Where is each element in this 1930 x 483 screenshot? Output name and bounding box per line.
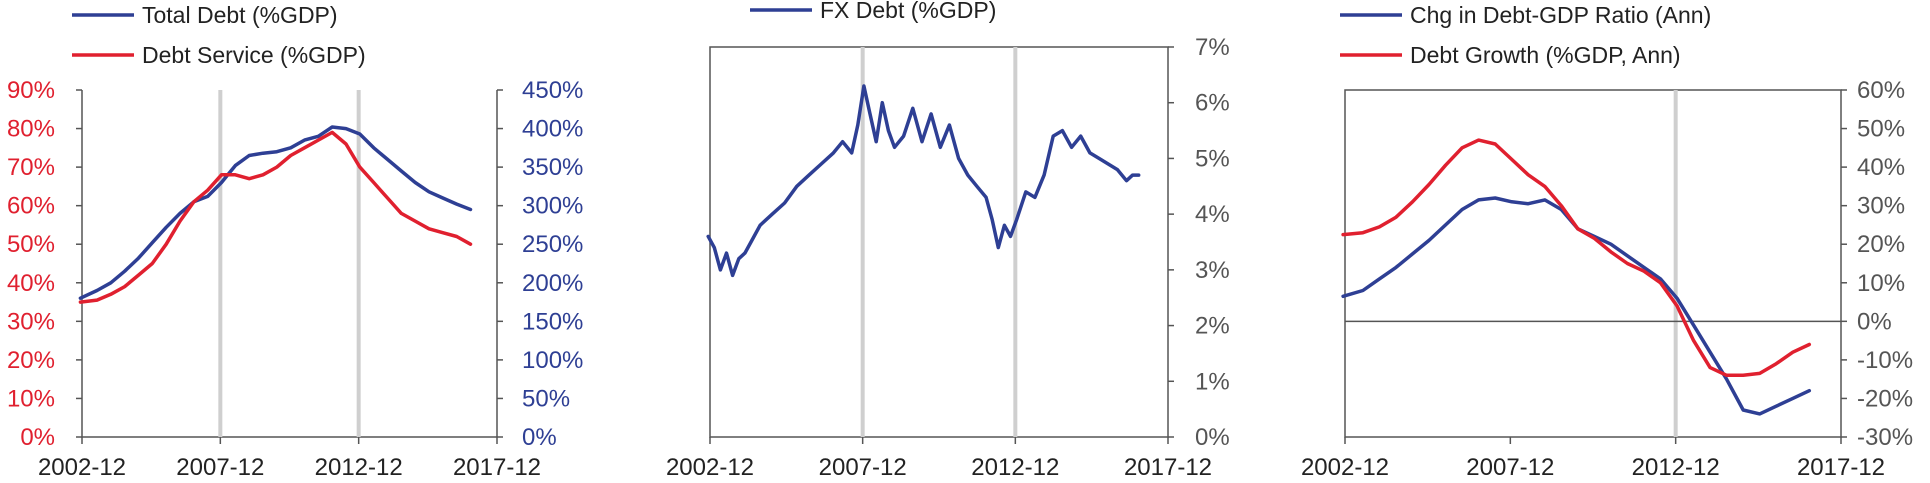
legend-label: FX Debt (%GDP) (820, 0, 996, 23)
y-right-tick-label: 6% (1195, 90, 1230, 117)
legend-label: Debt Service (%GDP) (142, 42, 366, 68)
y-right-tick-label: 400% (522, 116, 583, 143)
series-line (78, 125, 473, 300)
y-left-tick-label: 70% (7, 154, 55, 181)
y-right-tick-label: 350% (522, 154, 583, 181)
y-right-tick-label: 250% (522, 231, 583, 258)
series-line (78, 130, 473, 304)
y-left-tick-label: 80% (7, 116, 55, 143)
legend-label: Debt Growth (%GDP, Ann) (1410, 42, 1681, 68)
y-right-tick-label: 40% (1857, 154, 1905, 181)
y-right-tick-label: 0% (522, 424, 557, 451)
y-right-tick-label: 150% (522, 308, 583, 335)
y-right-tick-label: -30% (1857, 424, 1913, 451)
y-right-tick-label: 3% (1195, 257, 1230, 284)
y-right-tick-label: 1% (1195, 368, 1230, 395)
y-right-tick-label: 50% (522, 385, 570, 412)
y-right-tick-label: 0% (1857, 308, 1892, 335)
x-tick-label: 2007-12 (819, 454, 907, 481)
y-right-tick-label: 5% (1195, 145, 1230, 172)
y-right-tick-label: 20% (1857, 231, 1905, 258)
plot-frame (709, 46, 1169, 438)
y-right-tick-label: -10% (1857, 347, 1913, 374)
y-right-tick-label: 300% (522, 193, 583, 220)
x-tick-label: 2012-12 (315, 454, 403, 481)
y-right-tick-label: -20% (1857, 385, 1913, 412)
y-left-tick-label: 30% (7, 308, 55, 335)
y-right-tick-label: 200% (522, 270, 583, 297)
y-left-tick-label: 50% (7, 231, 55, 258)
y-left-tick-label: 10% (7, 385, 55, 412)
y-left-tick-label: 40% (7, 270, 55, 297)
legend-label: Chg in Debt-GDP Ratio (Ann) (1410, 2, 1711, 28)
y-right-tick-label: 7% (1195, 34, 1230, 61)
x-tick-label: 2012-12 (971, 454, 1059, 481)
series-line (1341, 196, 1812, 416)
y-right-tick-label: 0% (1195, 424, 1230, 451)
x-tick-label: 2002-12 (38, 454, 126, 481)
plot-frame (1344, 89, 1842, 438)
y-left-tick-label: 60% (7, 193, 55, 220)
y-right-tick-label: 50% (1857, 116, 1905, 143)
x-tick-label: 2007-12 (176, 454, 264, 481)
y-right-tick-label: 450% (522, 77, 583, 104)
legend-label: Total Debt (%GDP) (142, 2, 338, 28)
series-line (1341, 138, 1812, 378)
series-line (706, 84, 1141, 278)
x-tick-label: 2007-12 (1466, 454, 1554, 481)
y-left-tick-label: 90% (7, 77, 55, 104)
x-tick-label: 2002-12 (1301, 454, 1389, 481)
y-right-tick-label: 30% (1857, 193, 1905, 220)
y-right-tick-label: 2% (1195, 313, 1230, 340)
y-left-tick-label: 20% (7, 347, 55, 374)
x-tick-label: 2017-12 (1797, 454, 1885, 481)
x-tick-label: 2017-12 (453, 454, 541, 481)
y-right-tick-label: 100% (522, 347, 583, 374)
x-tick-label: 2017-12 (1124, 454, 1212, 481)
y-right-tick-label: 4% (1195, 201, 1230, 228)
y-right-tick-label: 60% (1857, 77, 1905, 104)
y-right-tick-label: 10% (1857, 270, 1905, 297)
x-tick-label: 2012-12 (1632, 454, 1720, 481)
x-tick-label: 2002-12 (666, 454, 754, 481)
y-left-tick-label: 0% (20, 424, 55, 451)
